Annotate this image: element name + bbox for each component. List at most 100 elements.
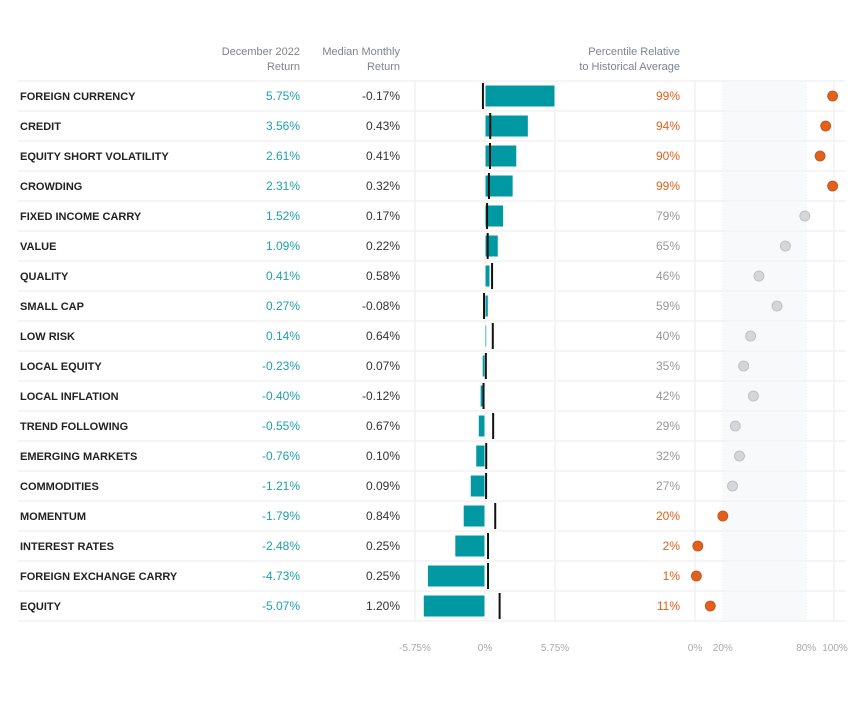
median-value: -0.12%	[362, 389, 400, 403]
percentile-axis-tick: 100%	[822, 643, 848, 654]
percentile-value: 99%	[656, 179, 680, 193]
return-bar	[484, 264, 491, 288]
median-value: -0.08%	[362, 299, 400, 313]
percentile-value: 99%	[656, 89, 680, 103]
header-median-line2: Return	[367, 61, 400, 73]
return-axis-tick: 5.75%	[541, 643, 569, 654]
header-return-line2: Return	[267, 61, 300, 73]
table-row: CREDIT 3.56% 0.43% 94%	[20, 113, 832, 139]
median-value: 0.67%	[366, 419, 400, 433]
percentile-value: 59%	[656, 299, 680, 313]
percentile-dot	[738, 360, 750, 372]
median-value: 0.32%	[366, 179, 400, 193]
table-row: QUALITY 0.41% 0.58% 46%	[20, 263, 765, 289]
return-value: 2.61%	[266, 149, 300, 163]
factor-name: INTEREST RATES	[20, 541, 114, 553]
table-row: COMMODITIES -1.21% 0.09% 27%	[20, 473, 738, 499]
factor-name: VALUE	[20, 241, 56, 253]
percentile-value: 11%	[657, 599, 680, 613]
return-bar	[484, 204, 505, 228]
percentile-dot	[827, 90, 839, 102]
median-value: 0.17%	[366, 209, 400, 223]
header-percentile-line2: to Historical Average	[579, 61, 680, 73]
factor-name: FIXED INCOME CARRY	[20, 211, 142, 223]
background-layer	[18, 80, 845, 622]
return-value: -1.21%	[262, 479, 300, 493]
percentile-dot	[717, 510, 729, 522]
percentile-dot	[704, 600, 716, 612]
return-value: 5.75%	[266, 89, 300, 103]
return-bar	[484, 294, 489, 318]
table-row: LOW RISK 0.14% 0.64% 40%	[20, 323, 756, 349]
median-value: 0.22%	[366, 239, 400, 253]
table-row: CROWDING 2.31% 0.32% 99%	[20, 173, 839, 199]
return-bar	[484, 144, 518, 168]
median-value: 0.41%	[366, 149, 400, 163]
median-value: 0.84%	[366, 509, 400, 523]
percentile-dot	[747, 390, 759, 402]
median-value: 0.43%	[366, 119, 400, 133]
percentile-dot	[799, 210, 811, 222]
return-value: -1.79%	[262, 509, 300, 523]
percentile-value: 2%	[663, 539, 681, 553]
table-row: LOCAL EQUITY -0.23% 0.07% 35%	[20, 353, 750, 379]
factor-name: FOREIGN EXCHANGE CARRY	[20, 571, 178, 583]
return-bar	[484, 84, 556, 108]
percentile-value: 46%	[656, 269, 680, 283]
median-value: 0.10%	[366, 449, 400, 463]
header-return-line1: December 2022	[222, 46, 300, 58]
factor-name: TREND FOLLOWING	[20, 421, 128, 433]
factor-name: COMMODITIES	[20, 481, 99, 493]
factor-name: CREDIT	[20, 121, 61, 133]
factor-name: FOREIGN CURRENCY	[20, 91, 136, 103]
percentile-dot	[753, 270, 765, 282]
median-value: 1.20%	[366, 599, 400, 613]
header-median-line1: Median Monthly	[322, 46, 400, 58]
return-value: 1.09%	[266, 239, 300, 253]
percentile-value: 20%	[656, 509, 680, 523]
table-row: FIXED INCOME CARRY 1.52% 0.17% 79%	[20, 203, 811, 229]
factor-name: LOCAL EQUITY	[20, 361, 102, 373]
table-row: EQUITY -5.07% 1.20% 11%	[20, 593, 716, 619]
return-bar	[477, 414, 486, 438]
table-row: FOREIGN EXCHANGE CARRY -4.73% 0.25% 1%	[20, 563, 702, 589]
median-value: 0.09%	[366, 479, 400, 493]
percentile-dot	[734, 450, 745, 462]
median-value: 0.07%	[366, 359, 400, 373]
percentile-dot	[692, 540, 704, 552]
percentile-value: 35%	[656, 359, 680, 373]
factor-name: CROWDING	[20, 181, 82, 193]
return-bar	[426, 564, 486, 588]
percentile-dot	[729, 420, 741, 432]
percentile-dot	[690, 570, 702, 582]
median-value: 0.64%	[366, 329, 400, 343]
return-bar	[484, 114, 529, 138]
table-row: VALUE 1.09% 0.22% 65%	[20, 233, 791, 259]
percentile-value: 40%	[656, 329, 680, 343]
table-row: TREND FOLLOWING -0.55% 0.67% 29%	[20, 413, 741, 439]
return-value: -0.55%	[262, 419, 300, 433]
return-value: 0.41%	[266, 269, 300, 283]
percentile-axis-tick: 0%	[688, 643, 703, 654]
median-value: 0.25%	[366, 569, 400, 583]
table-row: MOMENTUM -1.79% 0.84% 20%	[20, 503, 729, 529]
factor-name: EMERGING MARKETS	[20, 451, 137, 463]
median-value: 0.25%	[366, 539, 400, 553]
return-value: -4.73%	[262, 569, 300, 583]
axis-layer: -5.75% 0% 5.75% 0% 20% 80% 100%	[399, 643, 848, 654]
return-axis-tick: -5.75%	[399, 643, 431, 654]
percentile-value: 79%	[656, 209, 680, 223]
return-value: 1.52%	[266, 209, 300, 223]
return-bar	[481, 354, 486, 378]
table-row: INTEREST RATES -2.48% 0.25% 2%	[20, 533, 704, 559]
factor-name: SMALL CAP	[20, 301, 84, 313]
table-row: SMALL CAP 0.27% -0.08% 59%	[20, 293, 783, 319]
return-value: -2.48%	[262, 539, 300, 553]
percentile-axis-tick: 80%	[796, 643, 816, 654]
percentile-dot	[814, 150, 826, 162]
return-value: -5.07%	[262, 599, 300, 613]
return-value: 0.14%	[266, 329, 300, 343]
return-value: -0.23%	[262, 359, 300, 373]
percentile-axis-tick: 20%	[713, 643, 733, 654]
